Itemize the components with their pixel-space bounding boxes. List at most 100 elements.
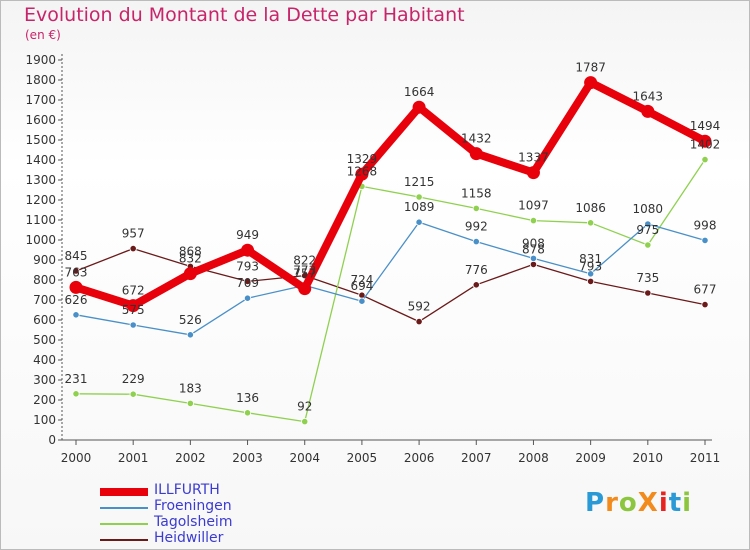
- data-label-heidwiller: 793: [236, 259, 259, 273]
- data-label-tagolsheim: 231: [65, 372, 88, 386]
- data-label-froeningen: 694: [350, 279, 373, 293]
- data-point-heidwiller: [472, 281, 480, 289]
- logo-letter: o: [618, 488, 638, 518]
- data-label-heidwiller: 845: [65, 249, 88, 263]
- y-tick-label: 0: [48, 433, 56, 447]
- x-tick-label: 2004: [289, 451, 320, 465]
- y-tick-label: 1000: [25, 233, 56, 247]
- data-point-illfurth: [584, 76, 598, 90]
- data-label-tagolsheim: 136: [236, 391, 259, 405]
- y-tick-label: 1900: [25, 53, 56, 67]
- data-label-tagolsheim: 975: [636, 223, 659, 237]
- data-point-froeningen: [587, 270, 595, 278]
- x-tick-label: 2005: [347, 451, 378, 465]
- x-tick-label: 2003: [232, 451, 263, 465]
- data-point-illfurth: [641, 104, 655, 118]
- data-label-froeningen: 575: [122, 303, 145, 317]
- data-point-tagolsheim: [72, 390, 80, 398]
- data-label-tagolsheim: 1086: [575, 201, 606, 215]
- legend-label: Froeningen: [154, 498, 232, 514]
- data-label-froeningen: 1080: [633, 202, 664, 216]
- data-label-heidwiller: 776: [465, 263, 488, 277]
- data-label-illfurth: 949: [236, 228, 259, 242]
- legend-label: Heidwiller: [154, 530, 224, 546]
- data-point-tagolsheim: [644, 241, 652, 249]
- data-point-tagolsheim: [701, 156, 709, 164]
- x-tick-label: 2000: [61, 451, 92, 465]
- data-label-illfurth: 1337: [518, 151, 549, 165]
- data-label-illfurth: 832: [179, 252, 202, 266]
- data-point-illfurth: [526, 166, 540, 180]
- data-label-froeningen: 526: [179, 313, 202, 327]
- logo-letter: i: [682, 488, 693, 518]
- y-tick-label: 1700: [25, 93, 56, 107]
- data-label-illfurth: 1787: [575, 61, 606, 75]
- data-point-heidwiller: [587, 277, 595, 285]
- data-label-illfurth: 1329: [347, 152, 378, 166]
- data-label-illfurth: 763: [65, 265, 88, 279]
- y-tick-label: 300: [33, 373, 56, 387]
- x-tick-label: 2001: [118, 451, 149, 465]
- data-label-heidwiller: 822: [293, 254, 316, 268]
- data-label-heidwiller: 868: [179, 244, 202, 258]
- data-label-froeningen: 998: [694, 218, 717, 232]
- x-tick-label: 2009: [575, 451, 606, 465]
- y-tick-label: 800: [33, 273, 56, 287]
- data-label-illfurth: 757: [293, 267, 316, 281]
- y-tick-label: 1500: [25, 133, 56, 147]
- data-label-froeningen: 626: [65, 293, 88, 307]
- data-point-tagolsheim: [129, 390, 137, 398]
- data-point-heidwiller: [415, 317, 423, 326]
- data-point-froeningen: [186, 331, 194, 339]
- y-tick-label: 600: [33, 313, 56, 327]
- data-point-illfurth: [69, 280, 83, 294]
- data-point-illfurth: [469, 147, 483, 161]
- x-tick-label: 2006: [404, 451, 435, 465]
- data-label-froeningen: 992: [465, 220, 488, 234]
- data-point-heidwiller: [644, 289, 652, 297]
- data-point-heidwiller: [243, 277, 252, 285]
- y-tick-label: 200: [33, 393, 56, 407]
- series-line-tagolsheim: [75, 158, 706, 423]
- data-label-tagolsheim: 1097: [518, 199, 549, 213]
- data-point-illfurth: [183, 267, 197, 281]
- data-point-froeningen: [529, 254, 538, 262]
- data-point-illfurth: [698, 134, 712, 148]
- y-tick-label: 700: [33, 293, 56, 307]
- data-label-tagolsheim: 1215: [404, 175, 435, 189]
- data-label-froeningen: 1089: [404, 200, 435, 214]
- legend-label: Tagolsheim: [154, 514, 233, 530]
- logo-letter: X: [637, 488, 659, 518]
- data-label-illfurth: 672: [122, 284, 145, 298]
- data-label-heidwiller: 878: [522, 242, 545, 256]
- data-label-tagolsheim: 1268: [347, 164, 378, 178]
- data-point-tagolsheim: [529, 217, 538, 225]
- data-label-heidwiller: 724: [350, 273, 373, 287]
- data-label-illfurth: 1432: [461, 132, 492, 146]
- proxiti-logo: ProXiti: [585, 488, 692, 518]
- data-label-froeningen: 709: [236, 276, 259, 290]
- x-tick-label: 2007: [461, 451, 492, 465]
- x-tick-label: 2011: [690, 451, 721, 465]
- data-label-tagolsheim: 1402: [690, 138, 721, 152]
- y-tick-label: 400: [33, 353, 56, 367]
- x-tick-label: 2008: [518, 451, 549, 465]
- data-label-illfurth: 1664: [404, 85, 435, 99]
- data-point-heidwiller: [701, 300, 709, 309]
- data-label-heidwiller: 592: [408, 300, 431, 314]
- y-tick-label: 1800: [25, 73, 56, 87]
- data-point-froeningen: [472, 238, 480, 246]
- x-tick-label: 2010: [633, 451, 664, 465]
- data-point-illfurth: [298, 282, 312, 296]
- data-point-illfurth: [241, 243, 255, 257]
- logo-letter: r: [605, 488, 619, 518]
- logo-letter: i: [658, 488, 669, 518]
- data-label-heidwiller: 735: [636, 271, 659, 285]
- y-tick-label: 1300: [25, 173, 56, 187]
- data-label-froeningen: 831: [579, 252, 602, 266]
- x-tick-label: 2002: [175, 451, 206, 465]
- data-label-froeningen: 908: [522, 236, 545, 250]
- data-label-tagolsheim: 183: [179, 381, 202, 395]
- data-label-heidwiller: 957: [122, 227, 145, 241]
